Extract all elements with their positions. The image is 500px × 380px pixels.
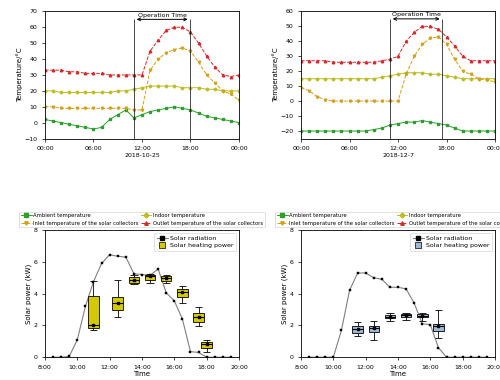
Bar [88,296,99,328]
Bar [202,342,212,348]
Legend: Ambient temperature, Inlet temperature of the solar collectors, Indoor temperatu: Ambient temperature, Inlet temperature o… [276,212,500,227]
Text: (b): (b) [391,238,405,248]
Legend: Solar radiation, Solar heating power: Solar radiation, Solar heating power [410,233,492,251]
Y-axis label: Temperature/°C: Temperature/°C [16,48,23,102]
X-axis label: 2018-10-25: 2018-10-25 [124,152,160,158]
Text: Operation Time: Operation Time [138,13,186,18]
Bar [368,326,379,332]
Y-axis label: Solar power (kW): Solar power (kW) [282,263,288,324]
Bar [194,313,204,322]
Bar [417,314,428,317]
Bar [112,297,123,310]
Bar [177,289,188,297]
Bar [128,277,139,282]
Bar [352,326,363,332]
Legend: Ambient temperature, Inlet temperature of the solar collectors, Indoor temperatu: Ambient temperature, Inlet temperature o… [20,212,264,227]
X-axis label: Time: Time [134,371,150,377]
Legend: Solar radiation, Solar heating power: Solar radiation, Solar heating power [154,233,236,251]
Text: (a): (a) [135,238,149,248]
Bar [401,314,411,317]
Bar [384,315,395,318]
Text: Operation Time: Operation Time [392,13,440,17]
X-axis label: Time: Time [390,371,406,377]
Bar [145,276,156,280]
Y-axis label: Solar power (kW): Solar power (kW) [26,263,32,324]
Bar [161,276,172,281]
X-axis label: 2018-12-7: 2018-12-7 [382,152,414,158]
Bar [433,324,444,331]
Y-axis label: Temperature/°C: Temperature/°C [272,48,279,102]
